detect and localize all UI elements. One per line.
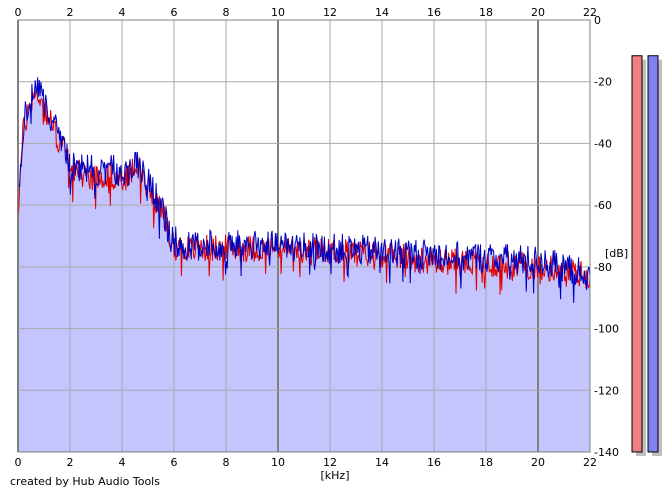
tick-labels: 002244668810101212141416161818202022220-… — [15, 6, 619, 469]
y-tick-label: -60 — [594, 199, 612, 212]
y-tick-label: -120 — [594, 384, 619, 397]
credit-text: created by Hub Audio Tools — [10, 475, 160, 488]
x-tick-label-top: 12 — [323, 6, 337, 19]
x-tick-label-top: 14 — [375, 6, 389, 19]
x-tick-label-bottom: 12 — [323, 456, 337, 469]
x-axis-label: [kHz] — [321, 469, 350, 482]
x-tick-label-bottom: 0 — [15, 456, 22, 469]
x-tick-label-bottom: 18 — [479, 456, 493, 469]
x-tick-label-top: 4 — [119, 6, 126, 19]
x-tick-label-bottom: 16 — [427, 456, 441, 469]
x-tick-label-top: 22 — [583, 6, 597, 19]
grid — [17, 19, 591, 453]
x-tick-label-bottom: 2 — [67, 456, 74, 469]
x-tick-label-top: 8 — [223, 6, 230, 19]
x-tick-label-bottom: 20 — [531, 456, 545, 469]
x-tick-label-bottom: 8 — [223, 456, 230, 469]
series-layer — [17, 77, 591, 303]
plot-border — [17, 19, 591, 453]
spectrum-fill-layer — [18, 77, 590, 453]
plot-frame — [17, 19, 591, 453]
x-tick-label-top: 16 — [427, 6, 441, 19]
x-tick-label-bottom: 22 — [583, 456, 597, 469]
y-tick-label: -80 — [594, 261, 612, 274]
x-tick-label-bottom: 10 — [271, 456, 285, 469]
x-tick-label-bottom: 14 — [375, 456, 389, 469]
series-line-2 — [17, 77, 591, 303]
y-tick-label: 0 — [594, 14, 601, 27]
x-tick-label-top: 6 — [171, 6, 178, 19]
spectrum-area — [18, 77, 590, 453]
x-tick-label-top: 10 — [271, 6, 285, 19]
y-tick-label: -20 — [594, 76, 612, 89]
x-tick-label-top: 18 — [479, 6, 493, 19]
level-meter-left — [631, 55, 643, 453]
y-tick-label: -40 — [594, 137, 612, 150]
level-meters — [631, 55, 662, 456]
y-tick-label: -100 — [594, 323, 619, 336]
y-tick-label: -140 — [594, 446, 619, 459]
x-tick-label-top: 2 — [67, 6, 74, 19]
x-tick-label-top: 20 — [531, 6, 545, 19]
x-tick-label-top: 0 — [15, 6, 22, 19]
y-axis-label: [dB] — [605, 247, 628, 260]
x-tick-label-bottom: 6 — [171, 456, 178, 469]
level-meter-right — [647, 55, 659, 453]
x-tick-label-bottom: 4 — [119, 456, 126, 469]
